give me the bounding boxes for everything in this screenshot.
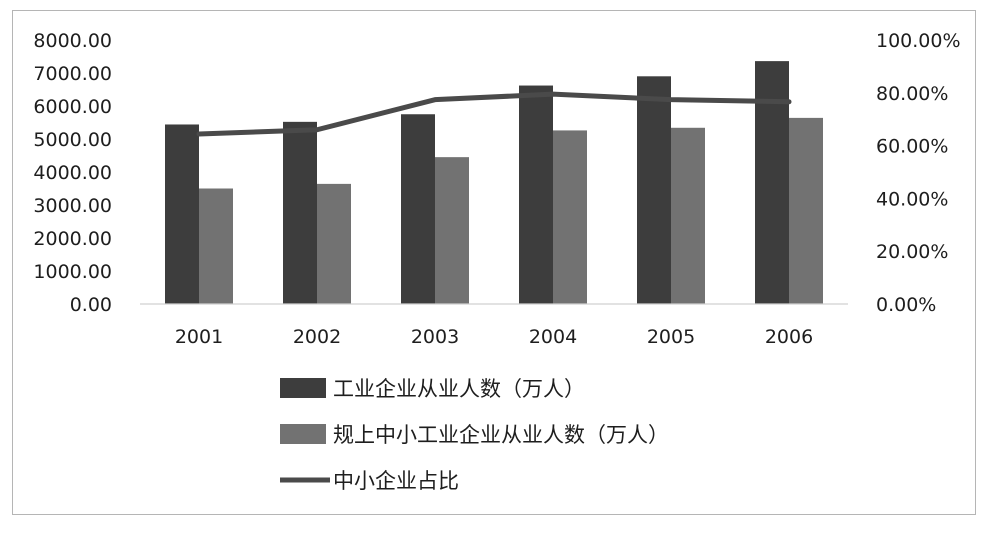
bar-series-1-2003	[401, 114, 435, 304]
bar-series-1-2001	[165, 124, 199, 304]
left-axis-tick-label: 1000.00	[33, 261, 112, 283]
right-axis-tick-label: 0.00%	[876, 294, 936, 316]
x-axis-tick-label: 2003	[411, 326, 459, 348]
left-axis-tick-label: 3000.00	[33, 195, 112, 217]
legend-swatch-2	[280, 424, 326, 444]
bar-series-2-2005	[671, 127, 705, 304]
left-axis-tick-label: 5000.00	[33, 129, 112, 151]
left-axis-tick-label: 6000.00	[33, 96, 112, 118]
left-axis-tick-label: 4000.00	[33, 162, 112, 184]
bar-series-2-2004	[553, 130, 587, 304]
left-axis-tick-label: 0.00	[70, 294, 112, 316]
x-axis-tick-label: 2005	[647, 326, 695, 348]
bar-series-2-2001	[199, 188, 233, 304]
x-axis-tick-label: 2002	[293, 326, 341, 348]
left-axis-tick-label: 7000.00	[33, 63, 112, 85]
bar-series-1-2002	[283, 121, 317, 304]
line-series-3	[196, 91, 792, 137]
legend-label-1: 工业企业从业人数（万人）	[333, 377, 585, 401]
bar-series-2-2003	[435, 157, 469, 304]
right-axis-tick-label: 40.00%	[876, 188, 948, 210]
legend-swatch-1	[280, 378, 326, 398]
left-axis-tick-label: 2000.00	[33, 228, 112, 250]
bar-series-2-2006	[789, 117, 823, 304]
bar-series-1-2004	[519, 85, 553, 304]
bar-series-1-2006	[755, 61, 789, 305]
legend-label-2: 规上中小工业企业从业人数（万人）	[333, 423, 669, 447]
bar-series-1-2005	[637, 76, 671, 304]
bar-series-2-2002	[317, 183, 351, 304]
x-axis-tick-label: 2006	[765, 326, 813, 348]
legend-label-3: 中小企业占比	[333, 469, 459, 493]
right-axis-tick-label: 80.00%	[876, 83, 948, 105]
right-axis-tick-label: 100.00%	[876, 30, 961, 52]
left-axis-tick-label: 8000.00	[33, 30, 112, 52]
x-axis-tick-label: 2001	[175, 326, 223, 348]
right-axis-tick-label: 20.00%	[876, 241, 948, 263]
x-axis-tick-label: 2004	[529, 326, 577, 348]
right-axis-tick-label: 60.00%	[876, 136, 948, 158]
